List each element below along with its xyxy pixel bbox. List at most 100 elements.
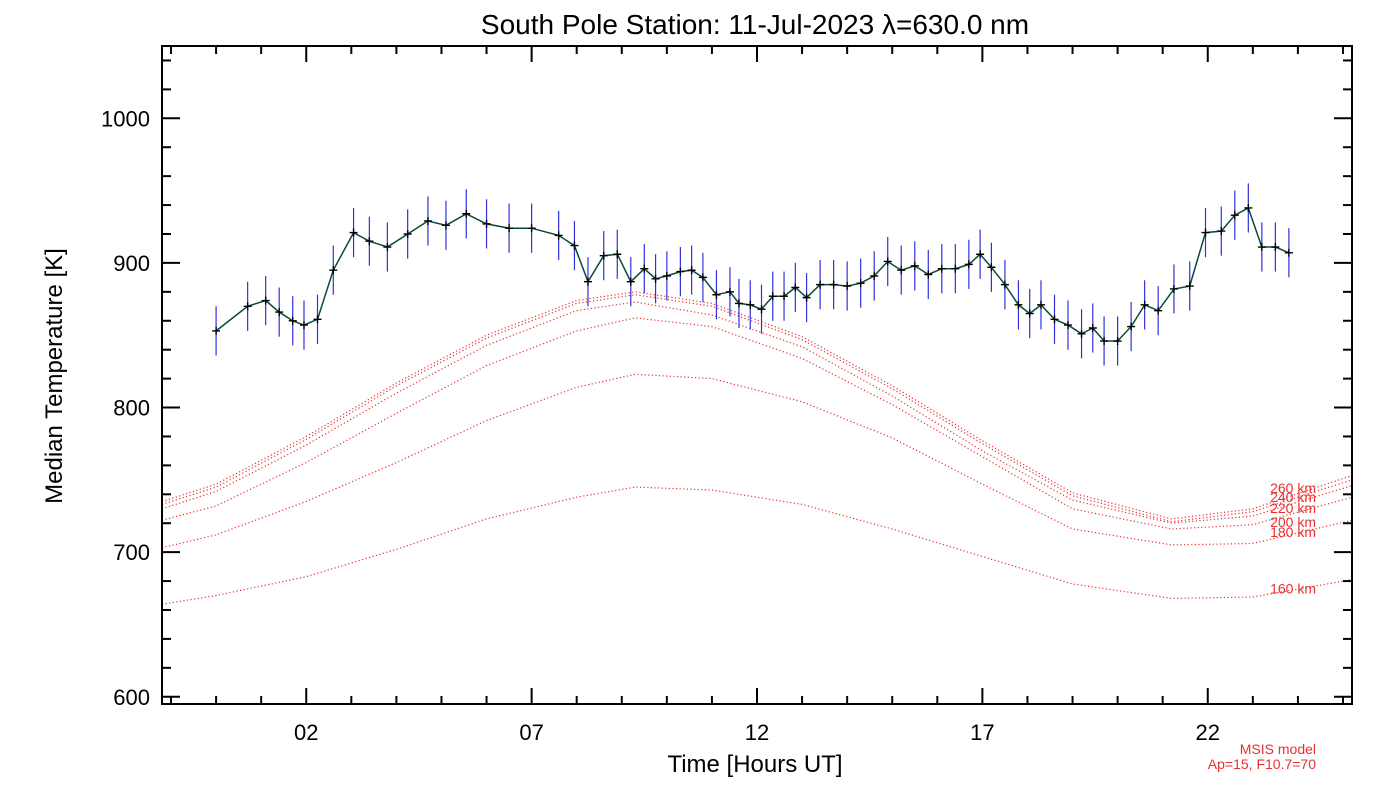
data-point: [243, 302, 252, 311]
data-point: [640, 264, 649, 273]
data-point: [870, 271, 879, 280]
data-point: [261, 296, 270, 305]
model-curve-label: 160 km: [1270, 580, 1316, 596]
footnote-model: MSIS model: [1240, 741, 1316, 757]
data-point: [951, 264, 960, 273]
data-point: [349, 228, 358, 237]
data-point: [403, 230, 412, 238]
y-axis-label: Median Temperature [K]: [41, 248, 68, 504]
data-point: [288, 316, 297, 325]
data-point: [734, 299, 743, 308]
data-point: [626, 277, 635, 286]
x-tick-label: 02: [294, 720, 318, 745]
data-point: [843, 282, 852, 291]
data-point: [1244, 203, 1253, 212]
data-point: [1257, 243, 1266, 252]
data-point: [1230, 211, 1239, 220]
data-point: [883, 257, 892, 266]
data-point: [365, 237, 374, 246]
data-point: [1050, 315, 1059, 324]
data-point: [987, 263, 996, 272]
model-curve-label: 220 km: [1270, 500, 1316, 516]
model-curve: [161, 294, 1353, 523]
data-point: [329, 266, 338, 275]
data-point: [613, 250, 622, 259]
data-point: [299, 321, 308, 330]
data-point: [583, 277, 592, 286]
data-point: [383, 243, 392, 252]
data-point: [1014, 300, 1023, 309]
x-tick-label: 17: [970, 720, 994, 745]
model-curve-label: 180 km: [1270, 524, 1316, 540]
data-point: [802, 293, 811, 302]
data-point: [1000, 280, 1009, 289]
data-point: [676, 267, 685, 276]
plot-frame: [161, 45, 1353, 705]
data-point: [1077, 329, 1086, 338]
data-point: [1127, 322, 1136, 331]
data-point: [212, 326, 221, 335]
measured-temperature-series: [212, 183, 1293, 366]
footnote-params: Ap=15, F10.7=70: [1208, 756, 1316, 772]
model-curve: [161, 301, 1353, 524]
measured-line: [215, 206, 1290, 342]
data-point: [1025, 309, 1034, 318]
data-point: [856, 279, 865, 288]
data-point: [570, 241, 579, 250]
model-curve: [161, 317, 1353, 530]
x-tick-label: 12: [745, 720, 769, 745]
data-point: [897, 266, 906, 275]
data-point: [441, 221, 450, 230]
data-point: [1088, 324, 1097, 332]
data-point: [1036, 300, 1045, 309]
data-point: [1140, 300, 1149, 309]
y-tick-label: 800: [113, 396, 150, 421]
x-axis-label: Time [Hours UT]: [667, 751, 842, 778]
data-point: [746, 300, 755, 309]
data-point: [964, 260, 973, 269]
model-curve-label: 200 km: [1270, 514, 1316, 530]
data-point: [829, 280, 838, 289]
data-point: [757, 305, 766, 314]
data-point: [816, 280, 825, 289]
data-point: [937, 264, 946, 273]
data-point: [1169, 284, 1178, 293]
data-point: [505, 224, 514, 233]
model-curve-label: 260 km: [1270, 480, 1316, 496]
data-point: [1113, 337, 1122, 346]
data-point: [1100, 337, 1109, 346]
axes-ticks: 02 07 12 17 22 600 700 800 900 1000: [101, 46, 1352, 745]
data-point: [527, 224, 536, 233]
model-curve-label: 240 km: [1270, 489, 1316, 505]
data-point: [976, 250, 985, 259]
x-tick-label: 22: [1196, 720, 1220, 745]
model-curve: [161, 291, 1353, 520]
data-point: [712, 290, 721, 299]
data-point: [791, 283, 800, 292]
data-point: [910, 261, 919, 270]
data-point: [768, 292, 777, 301]
y-tick-label: 600: [113, 685, 150, 710]
data-point: [482, 219, 491, 228]
data-point: [554, 231, 563, 240]
y-tick-label: 1000: [101, 106, 150, 131]
x-tick-label: 07: [519, 720, 543, 745]
data-point: [599, 251, 608, 260]
data-point: [1185, 282, 1194, 291]
data-point: [924, 270, 933, 279]
y-tick-label: 700: [113, 540, 150, 565]
model-curve: [161, 486, 1353, 605]
data-point: [780, 292, 789, 301]
data-point: [462, 209, 471, 218]
data-point: [1201, 228, 1210, 237]
data-point: [1154, 306, 1163, 315]
data-point: [275, 308, 284, 317]
data-point: [1284, 248, 1293, 257]
data-point: [1271, 243, 1280, 252]
model-curve: [161, 373, 1353, 549]
data-point: [725, 287, 734, 296]
data-point: [687, 266, 696, 275]
y-tick-label: 900: [113, 251, 150, 276]
data-point: [423, 216, 432, 225]
